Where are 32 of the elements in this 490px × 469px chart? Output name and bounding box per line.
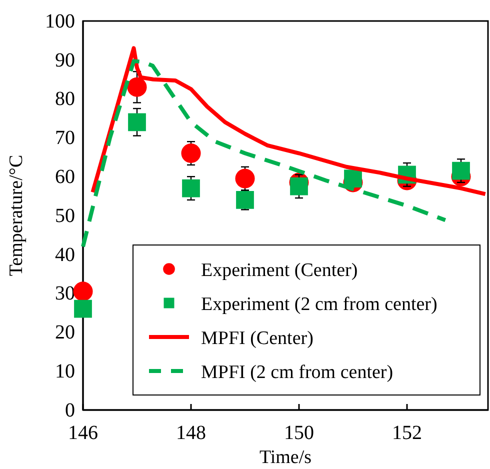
point <box>182 179 200 198</box>
point <box>290 177 308 196</box>
y-tick-label: 30 <box>55 282 75 305</box>
y-tick-label: 100 <box>45 10 75 32</box>
line-series <box>90 46 488 196</box>
y-tick-label: 50 <box>55 204 75 227</box>
x-tick-label: 152 <box>392 422 422 444</box>
y-tick-label: 90 <box>55 49 75 72</box>
legend-label: MPFI (Center) <box>201 328 314 349</box>
y-tick-label: 20 <box>55 322 75 344</box>
x-tick-label: 150 <box>284 422 314 444</box>
line-series <box>81 59 448 249</box>
x-axis-title: Time/s <box>259 447 312 468</box>
y-tick-label: 60 <box>55 166 75 188</box>
x-tick-label: 148 <box>176 422 206 444</box>
point <box>128 113 146 132</box>
y-axis-title: Temperature/°C <box>6 154 27 276</box>
x-tick-label: 146 <box>68 422 98 444</box>
point <box>452 162 470 180</box>
point <box>344 170 362 188</box>
legend-label: Experiment (2 cm from center) <box>201 294 438 315</box>
point <box>127 77 147 97</box>
point <box>74 300 92 318</box>
y-tick-label: 70 <box>55 127 75 150</box>
y-tick-label: 10 <box>55 360 75 382</box>
y-tick-label: 0 <box>65 399 75 422</box>
y-tick-label: 80 <box>55 88 75 110</box>
legend-label: MPFI (2 cm from center) <box>201 362 394 383</box>
legend-label: Experiment (Center) <box>201 260 358 281</box>
y-tick-label: 40 <box>55 244 75 266</box>
point <box>73 282 93 302</box>
point <box>181 144 201 164</box>
